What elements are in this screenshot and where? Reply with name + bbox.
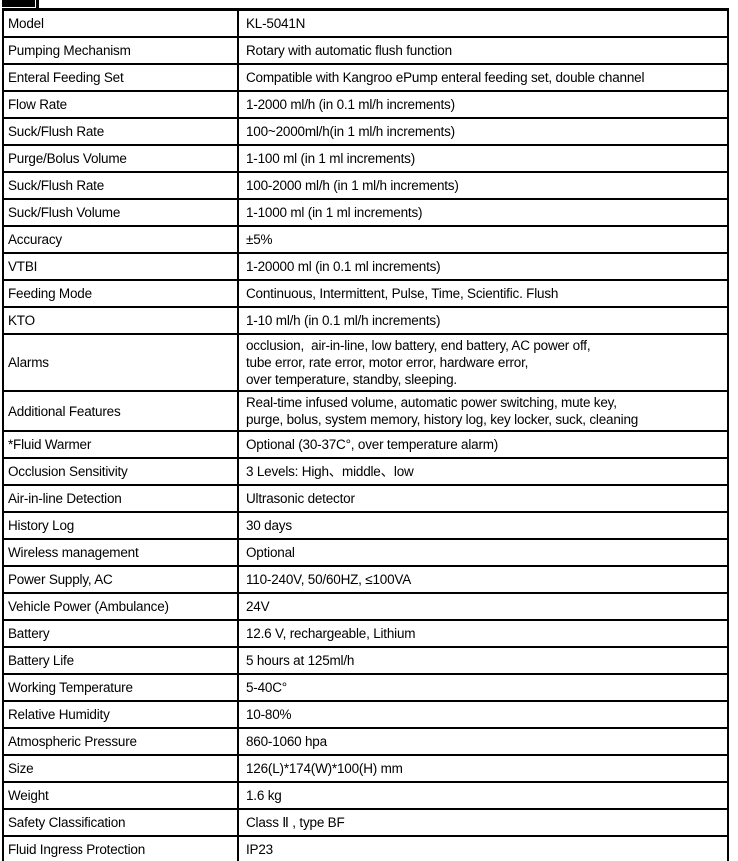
spec-value: Compatible with Kangroo ePump enteral fe… bbox=[246, 70, 645, 85]
spec-label: Suck/Flush Rate bbox=[4, 119, 239, 144]
spec-label: Size bbox=[4, 756, 239, 781]
spec-label: Flow Rate bbox=[4, 92, 239, 117]
spec-label: Fluid Ingress Protection bbox=[4, 837, 239, 861]
spec-value: ±5% bbox=[246, 232, 273, 247]
spec-label: Accuracy bbox=[4, 227, 239, 252]
spec-value: 5-40C° bbox=[246, 680, 287, 695]
spec-value: Continuous, Intermittent, Pulse, Time, S… bbox=[246, 286, 559, 301]
spec-label: Vehicle Power (Ambulance) bbox=[4, 594, 239, 619]
spec-value: 10-80% bbox=[246, 707, 292, 722]
spec-value: 1-10 ml/h (in 0.1 ml/h increments) bbox=[246, 313, 441, 328]
table-row: Occlusion Sensitivity 3 Levels: High、mid… bbox=[4, 459, 727, 486]
spec-label: Power Supply, AC bbox=[4, 567, 239, 592]
spec-value: IP23 bbox=[246, 842, 273, 857]
spec-label: Working Temperature bbox=[4, 675, 239, 700]
table-row: Enteral Feeding Set Compatible with Kang… bbox=[4, 65, 727, 92]
table-row: Battery Life 5 hours at 125ml/h bbox=[4, 648, 727, 675]
spec-value: 1-20000 ml (in 0.1 ml increments) bbox=[246, 259, 441, 274]
spec-label: *Fluid Warmer bbox=[4, 432, 239, 457]
spec-label: Safety Classification bbox=[4, 810, 239, 835]
spec-value: 1.6 kg bbox=[246, 788, 282, 803]
spec-value: 110-240V, 50/60HZ, ≤100VA bbox=[246, 572, 412, 587]
spec-label: Occlusion Sensitivity bbox=[4, 459, 239, 484]
table-row: Weight 1.6 kg bbox=[4, 783, 727, 810]
spec-table: Model KL-5041N Pumping Mechanism Rotary … bbox=[2, 8, 729, 861]
spec-label: Model bbox=[4, 11, 239, 36]
table-row: Suck/Flush Rate 100~2000ml/h(in 1 ml/h i… bbox=[4, 119, 727, 146]
spec-value: Class Ⅱ , type BF bbox=[246, 815, 345, 830]
table-row: Vehicle Power (Ambulance) 24V bbox=[4, 594, 727, 621]
table-row: Power Supply, AC 110-240V, 50/60HZ, ≤100… bbox=[4, 567, 727, 594]
spec-value: 100-2000 ml/h (in 1 ml/h increments) bbox=[246, 178, 459, 193]
table-row: Feeding Mode Continuous, Intermittent, P… bbox=[4, 281, 727, 308]
table-row: Safety Classification Class Ⅱ , type BF bbox=[4, 810, 727, 837]
spec-value: 1-1000 ml (in 1 ml increments) bbox=[246, 205, 423, 220]
table-row: Working Temperature 5-40C° bbox=[4, 675, 727, 702]
table-row: Accuracy ±5% bbox=[4, 227, 727, 254]
table-row: Suck/Flush Rate 100-2000 ml/h (in 1 ml/h… bbox=[4, 173, 727, 200]
spec-value: 126(L)*174(W)*100(H) mm bbox=[246, 761, 403, 776]
table-row: Alarms occlusion, air-in-line, low batte… bbox=[4, 335, 727, 392]
table-row: Suck/Flush Volume 1-1000 ml (in 1 ml inc… bbox=[4, 200, 727, 227]
spec-value: 100~2000ml/h(in 1 ml/h increments) bbox=[246, 124, 455, 139]
spec-label: Alarms bbox=[4, 335, 239, 390]
spec-value: 5 hours at 125ml/h bbox=[246, 653, 355, 668]
table-row: Purge/Bolus Volume 1-100 ml (in 1 ml inc… bbox=[4, 146, 727, 173]
spec-label: VTBI bbox=[4, 254, 239, 279]
spec-value: occlusion, air-in-line, low battery, end… bbox=[246, 338, 591, 387]
table-row: Pumping Mechanism Rotary with automatic … bbox=[4, 38, 727, 65]
table-row: Additional Features Real-time infused vo… bbox=[4, 392, 727, 432]
cropped-heading-fragment bbox=[2, 0, 62, 13]
spec-label: Wireless management bbox=[4, 540, 239, 565]
table-row: VTBI 1-20000 ml (in 0.1 ml increments) bbox=[4, 254, 727, 281]
table-row: Flow Rate 1-2000 ml/h (in 0.1 ml/h incre… bbox=[4, 92, 727, 119]
spec-value: Rotary with automatic flush function bbox=[246, 43, 452, 58]
spec-value: 3 Levels: High、middle、low bbox=[246, 464, 414, 479]
table-row: *Fluid Warmer Optional (30-37C°, over te… bbox=[4, 432, 727, 459]
spec-label: Battery Life bbox=[4, 648, 239, 673]
table-row: Relative Humidity 10-80% bbox=[4, 702, 727, 729]
table-row: Atmospheric Pressure 860-1060 hpa bbox=[4, 729, 727, 756]
heading-fragment-stem bbox=[36, 0, 39, 12]
spec-value: Real-time infused volume, automatic powe… bbox=[246, 395, 639, 427]
table-row: Air-in-line Detection Ultrasonic detecto… bbox=[4, 486, 727, 513]
spec-label: Enteral Feeding Set bbox=[4, 65, 239, 90]
spec-label: Purge/Bolus Volume bbox=[4, 146, 239, 171]
spec-value: Ultrasonic detector bbox=[246, 491, 355, 506]
spec-value: 30 days bbox=[246, 518, 292, 533]
spec-value: 1-2000 ml/h (in 0.1 ml/h increments) bbox=[246, 97, 455, 112]
spec-label: Weight bbox=[4, 783, 239, 808]
spec-label: Suck/Flush Rate bbox=[4, 173, 239, 198]
spec-label: Feeding Mode bbox=[4, 281, 239, 306]
spec-label: Pumping Mechanism bbox=[4, 38, 239, 63]
spec-label: Air-in-line Detection bbox=[4, 486, 239, 511]
spec-label: Atmospheric Pressure bbox=[4, 729, 239, 754]
spec-value: 12.6 V, rechargeable, Lithium bbox=[246, 626, 416, 641]
spec-label: History Log bbox=[4, 513, 239, 538]
spec-value: Optional (30-37C°, over temperature alar… bbox=[246, 437, 499, 452]
spec-label: Additional Features bbox=[4, 392, 239, 430]
spec-value: 24V bbox=[246, 599, 270, 614]
spec-label: KTO bbox=[4, 308, 239, 333]
spec-label: Relative Humidity bbox=[4, 702, 239, 727]
spec-label: Battery bbox=[4, 621, 239, 646]
table-row: Size 126(L)*174(W)*100(H) mm bbox=[4, 756, 727, 783]
table-row: KTO 1-10 ml/h (in 0.1 ml/h increments) bbox=[4, 308, 727, 335]
table-row: History Log 30 days bbox=[4, 513, 727, 540]
spec-value: 1-100 ml (in 1 ml increments) bbox=[246, 151, 416, 166]
spec-value: 860-1060 hpa bbox=[246, 734, 327, 749]
heading-fragment-bar bbox=[2, 0, 35, 7]
table-row: Model KL-5041N bbox=[4, 11, 727, 38]
table-row: Battery 12.6 V, rechargeable, Lithium bbox=[4, 621, 727, 648]
table-row: Wireless management Optional bbox=[4, 540, 727, 567]
table-row: Fluid Ingress Protection IP23 bbox=[4, 837, 727, 861]
spec-label: Suck/Flush Volume bbox=[4, 200, 239, 225]
spec-value: Optional bbox=[246, 545, 295, 560]
spec-value: KL-5041N bbox=[246, 16, 306, 31]
